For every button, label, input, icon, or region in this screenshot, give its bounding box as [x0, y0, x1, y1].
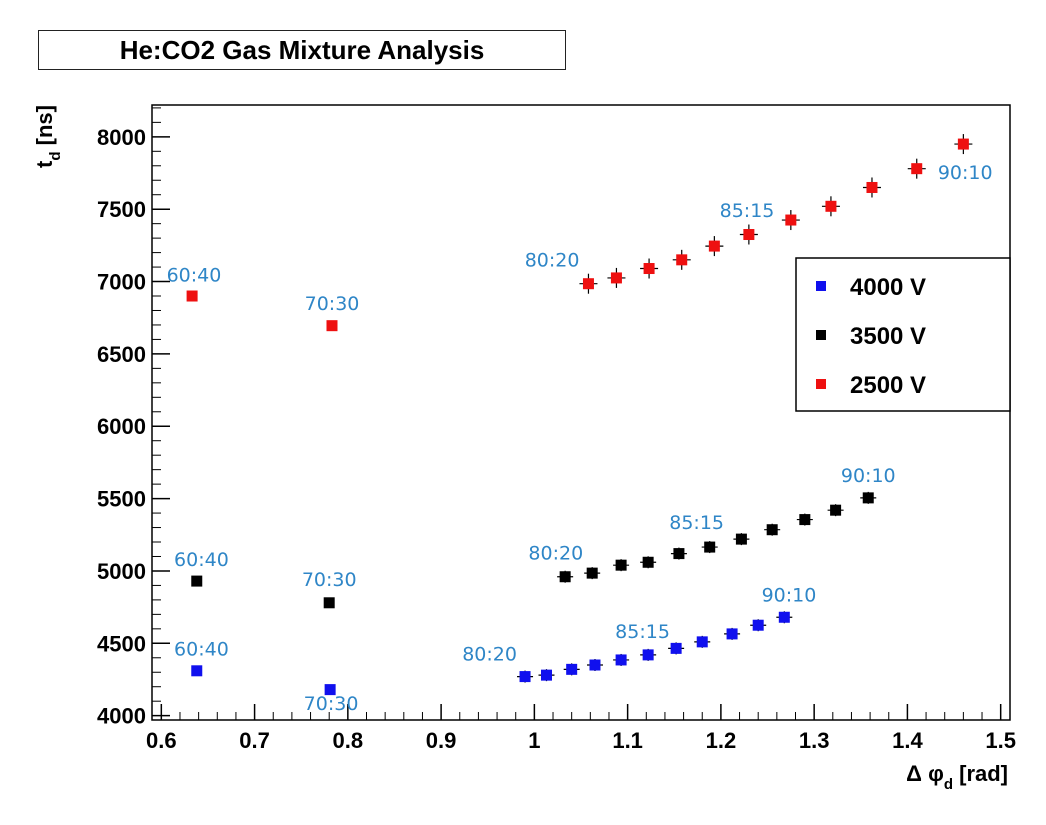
- data-point: [778, 611, 790, 623]
- data-point: [582, 278, 594, 290]
- chart-title: He:CO2 Gas Mixture Analysis: [38, 30, 566, 70]
- series-2500-v: [186, 134, 973, 332]
- data-point: [186, 290, 198, 302]
- annotation-layer: 60:40 70:30 80:20 85:15 90:10 60:40 70:30 80:20…: [167, 162, 993, 715]
- series-4000-v: [191, 611, 793, 696]
- data-point: [866, 181, 878, 193]
- data-point: [704, 541, 716, 553]
- data-point: [589, 659, 601, 671]
- legend-swatch: [816, 379, 826, 389]
- data-point: [323, 597, 335, 609]
- mixture-label: 90:10: [762, 584, 817, 606]
- data-point: [559, 571, 571, 583]
- data-point: [766, 524, 778, 536]
- mixture-label: 60:40: [174, 549, 229, 571]
- legend-label: 3500 V: [850, 323, 926, 350]
- mixture-label: 80:20: [525, 249, 580, 271]
- data-point: [785, 214, 797, 226]
- x-tick-label: 1.1: [612, 728, 643, 753]
- data-point: [862, 492, 874, 504]
- axis-ticks: [152, 107, 1002, 720]
- x-tick-label: 0.9: [426, 728, 457, 753]
- legend-swatch: [816, 330, 826, 340]
- x-tick-label: 0.6: [146, 728, 177, 753]
- y-tick-label: 7500: [97, 197, 146, 222]
- y-tick-label: 6000: [97, 414, 146, 439]
- x-tick-label: 1.5: [985, 728, 1016, 753]
- legend-swatch: [816, 281, 826, 291]
- data-point: [191, 665, 203, 677]
- data-point: [825, 200, 837, 212]
- x-tick-label: 0.8: [333, 728, 364, 753]
- data-point: [586, 567, 598, 579]
- y-tick-label: 4000: [97, 704, 146, 729]
- mixture-label: 85:15: [720, 200, 775, 222]
- data-point: [799, 514, 811, 526]
- data-point: [752, 619, 764, 631]
- mixture-label: 60:40: [174, 639, 229, 661]
- data-point: [743, 229, 755, 241]
- x-tick-label: 1.2: [706, 728, 737, 753]
- x-tick-label: 1: [528, 728, 540, 753]
- y-tick-labels: 4000 4500 5000 5500 6000 6500 7000 7500 8000: [97, 125, 146, 729]
- mixture-label: 70:30: [304, 693, 359, 715]
- legend-label: 4000 V: [850, 274, 926, 301]
- legend: 4000 V 3500 V 2500 V: [795, 257, 1011, 412]
- y-tick-label: 6500: [97, 342, 146, 367]
- mixture-label: 90:10: [841, 465, 896, 487]
- mixture-label: 85:15: [669, 512, 724, 534]
- mixture-label: 60:40: [167, 265, 222, 287]
- data-point: [519, 671, 531, 683]
- y-tick-label: 5500: [97, 487, 146, 512]
- x-tick-label: 1.4: [892, 728, 923, 753]
- data-point: [642, 649, 654, 661]
- data-point: [615, 654, 627, 666]
- data-point: [642, 556, 654, 568]
- data-point: [326, 320, 338, 332]
- data-point: [830, 504, 842, 516]
- y-tick-label: 4500: [97, 631, 146, 656]
- plot-frame: [151, 104, 1011, 721]
- data-point: [643, 263, 655, 275]
- data-point: [610, 272, 622, 284]
- mixture-label: 80:20: [528, 542, 583, 564]
- series-3500-v: [191, 491, 877, 609]
- data-point: [696, 636, 708, 648]
- mixture-label: 90:10: [938, 162, 993, 184]
- y-tick-label: 7000: [97, 270, 146, 295]
- x-tick-label: 0.7: [239, 728, 270, 753]
- data-point: [735, 533, 747, 545]
- y-axis-title: td [ns]: [32, 105, 64, 168]
- mixture-label: 85:15: [615, 621, 670, 643]
- mixture-label: 80:20: [462, 644, 517, 666]
- data-point: [957, 138, 969, 150]
- data-point: [566, 663, 578, 675]
- data-point: [324, 684, 336, 696]
- x-axis-title: Δ φd [rad]: [906, 761, 1008, 793]
- mixture-label: 70:30: [302, 569, 357, 591]
- mixture-label: 70:30: [305, 293, 360, 315]
- data-point: [911, 163, 923, 175]
- data-point: [191, 575, 203, 587]
- data-point: [615, 559, 627, 571]
- x-tick-labels: 0.6 0.7 0.8 0.9 1 1.1 1.2 1.3 1.4 1.5: [146, 728, 1016, 753]
- legend-label: 2500 V: [850, 372, 926, 399]
- y-tick-label: 8000: [97, 125, 146, 150]
- series-layer: [186, 134, 973, 696]
- legend-box: [795, 257, 1011, 412]
- data-point: [708, 240, 720, 252]
- data-point: [540, 669, 552, 681]
- y-tick-label: 5000: [97, 559, 146, 584]
- data-point: [676, 254, 688, 266]
- data-point: [726, 628, 738, 640]
- data-point: [673, 548, 685, 560]
- x-tick-label: 1.3: [799, 728, 830, 753]
- data-point: [670, 642, 682, 654]
